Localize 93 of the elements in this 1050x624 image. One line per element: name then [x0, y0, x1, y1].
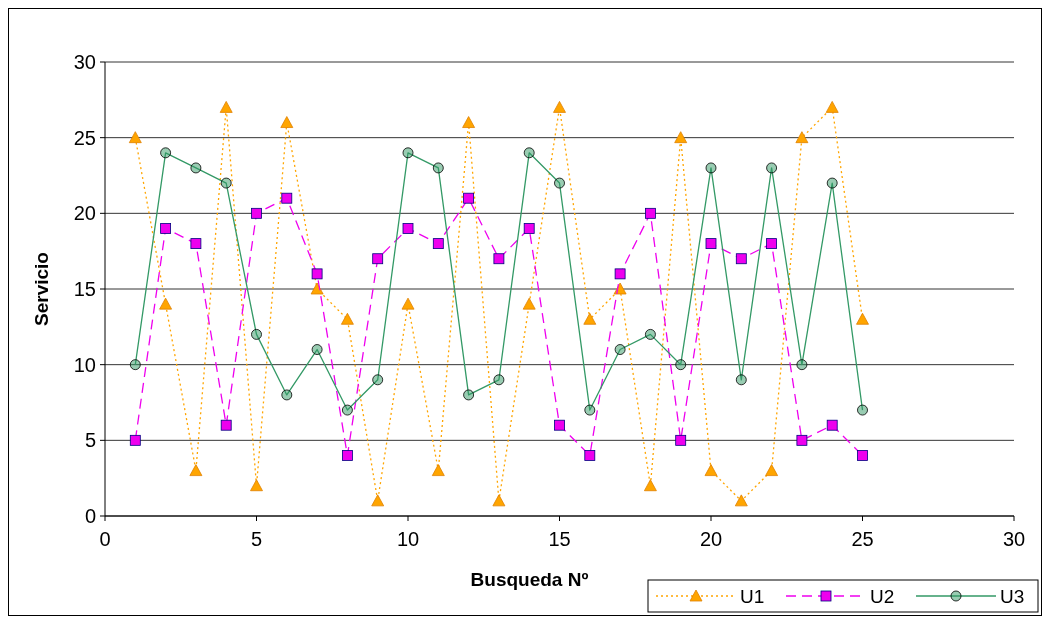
point	[705, 162, 717, 174]
point	[190, 162, 202, 174]
x-tick-label: 10	[396, 528, 420, 550]
point	[857, 450, 868, 461]
point	[766, 162, 777, 174]
x-axis-title: Busqueda Nº	[470, 569, 589, 590]
point	[765, 464, 778, 476]
point	[857, 404, 868, 416]
point	[735, 253, 747, 265]
y-tick-label: 15	[73, 278, 96, 300]
point	[826, 177, 838, 189]
y-tick-label: 20	[73, 202, 96, 225]
point	[159, 297, 172, 310]
point	[674, 131, 688, 144]
point	[493, 253, 505, 265]
point	[160, 147, 171, 159]
y-tick-label: 0	[84, 505, 96, 527]
point	[614, 268, 626, 280]
point	[219, 101, 233, 113]
point	[281, 389, 293, 401]
x-tick-label: 5	[250, 528, 263, 550]
point	[614, 344, 626, 355]
point	[189, 464, 203, 476]
point	[371, 494, 385, 507]
point	[493, 374, 505, 386]
point	[705, 238, 717, 249]
point	[584, 404, 596, 416]
point	[492, 494, 506, 507]
point	[554, 177, 565, 189]
point	[734, 494, 748, 507]
point	[251, 329, 262, 340]
point	[280, 116, 294, 128]
point	[129, 434, 141, 446]
point	[675, 434, 687, 446]
point	[401, 297, 415, 310]
point	[402, 147, 414, 159]
point	[795, 131, 809, 144]
point	[311, 268, 323, 280]
point	[554, 419, 565, 431]
point	[766, 238, 777, 249]
point	[402, 223, 414, 234]
point	[522, 297, 536, 310]
point	[432, 238, 444, 249]
point	[432, 162, 444, 174]
point	[462, 116, 475, 128]
point	[796, 359, 808, 371]
point	[644, 479, 657, 492]
point	[250, 479, 263, 492]
x-tick-label: 0	[99, 528, 111, 550]
y-axis-title: Servicio	[31, 252, 52, 326]
point	[311, 344, 323, 355]
point	[856, 312, 869, 325]
point	[463, 389, 474, 401]
y-tick-label: 10	[73, 353, 96, 376]
point	[735, 374, 747, 386]
legend-label: U1	[740, 585, 765, 607]
point	[281, 192, 293, 204]
point	[583, 312, 597, 325]
point	[463, 192, 474, 204]
point	[523, 223, 535, 234]
legend-label: U2	[870, 585, 895, 607]
point	[645, 329, 656, 340]
point	[825, 101, 839, 113]
point	[160, 223, 171, 234]
point	[553, 101, 566, 113]
point	[584, 450, 596, 461]
x-tick-label: 15	[548, 528, 571, 550]
point	[310, 282, 324, 295]
point	[675, 359, 687, 371]
point	[341, 312, 354, 325]
point	[128, 131, 142, 144]
point	[523, 147, 535, 159]
x-tick-label: 25	[851, 528, 874, 550]
y-tick-label: 5	[84, 429, 96, 452]
x-tick-label: 30	[1002, 528, 1026, 550]
point	[342, 404, 353, 416]
point	[704, 464, 718, 476]
point	[372, 374, 384, 386]
point	[826, 419, 838, 431]
point	[220, 419, 232, 431]
point	[796, 434, 808, 446]
legend-label: U3	[1000, 585, 1025, 607]
point	[129, 359, 141, 371]
x-tick-label: 20	[699, 528, 723, 550]
y-tick-label: 30	[73, 51, 96, 73]
point	[190, 238, 202, 249]
point	[431, 464, 445, 476]
point	[645, 207, 656, 219]
point	[372, 253, 384, 265]
point	[342, 450, 353, 461]
y-tick-label: 25	[73, 126, 96, 149]
point	[220, 177, 232, 189]
point	[251, 207, 262, 219]
